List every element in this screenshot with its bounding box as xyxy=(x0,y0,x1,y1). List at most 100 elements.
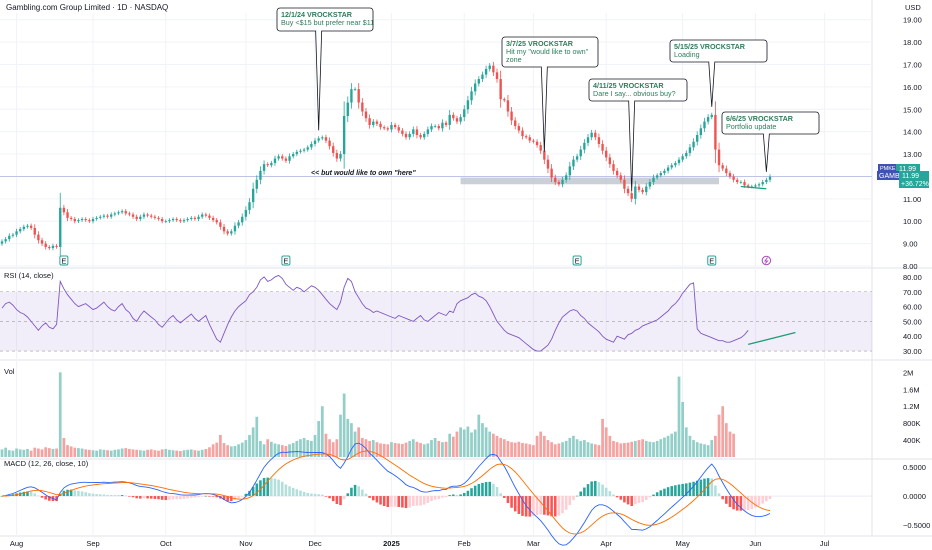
volume-bar xyxy=(138,450,142,457)
macd-histogram-bar xyxy=(422,496,426,505)
macd-histogram-bar xyxy=(488,481,492,497)
price-trendline xyxy=(740,185,767,190)
macd-histogram-bar xyxy=(33,493,37,497)
macd-histogram-bar xyxy=(604,487,608,497)
price-tick-label: 14.00 xyxy=(903,128,922,137)
volume-bar xyxy=(521,443,524,457)
candle-body xyxy=(732,176,735,180)
macd-histogram-bar xyxy=(601,484,604,497)
candle-body xyxy=(259,170,262,180)
macd-histogram-bar xyxy=(390,496,393,507)
macd-histogram-bar xyxy=(739,496,743,511)
candle-body xyxy=(594,132,597,138)
macd-histogram-bar xyxy=(328,496,331,499)
candle-body xyxy=(313,140,317,144)
candle-body xyxy=(8,235,11,240)
volume-bar xyxy=(324,433,328,457)
volume-bar xyxy=(328,439,331,457)
candle-body xyxy=(357,89,360,103)
candle-body xyxy=(564,175,568,180)
macd-histogram-bar xyxy=(437,496,441,500)
macd-histogram-bar xyxy=(594,480,597,497)
volume-bar xyxy=(466,426,470,457)
volume-bar xyxy=(568,437,572,457)
volume-bar xyxy=(87,449,91,457)
rsi-tick-label: 70.00 xyxy=(903,288,922,297)
volume-bar xyxy=(26,448,29,457)
macd-histogram-bar xyxy=(477,483,481,497)
volume-bar xyxy=(15,448,18,457)
candle-body xyxy=(211,217,215,221)
candle-body xyxy=(164,221,167,223)
candle-body xyxy=(251,188,255,203)
macd-histogram-bar xyxy=(757,496,761,506)
macd-histogram-bar xyxy=(717,493,721,497)
macd-histogram-bar xyxy=(619,496,623,500)
volume-bar xyxy=(84,449,88,457)
macd-histogram-bar xyxy=(397,496,401,507)
candle-body xyxy=(696,135,699,142)
macd-histogram-bar xyxy=(204,495,208,497)
candle-body xyxy=(4,239,7,242)
candle-body xyxy=(765,179,768,183)
macd-histogram-bar xyxy=(193,496,197,498)
volume-bar xyxy=(299,439,302,457)
volume-bar xyxy=(153,450,157,457)
volume-bar xyxy=(124,448,128,457)
volume-bar xyxy=(633,440,637,457)
candle-body xyxy=(346,102,349,116)
macd-histogram-bar xyxy=(175,496,178,500)
macd-histogram-bar xyxy=(146,496,149,499)
candle-body xyxy=(408,133,411,138)
volume-bar xyxy=(240,442,244,457)
volume-bar xyxy=(481,423,484,457)
volume-bar xyxy=(320,406,324,457)
candle-body xyxy=(601,143,604,151)
macd-histogram-bar xyxy=(710,478,714,497)
candle-body xyxy=(470,91,473,101)
candle-body xyxy=(248,202,251,211)
prefix-tag-text: PMKE xyxy=(880,166,896,172)
volume-pane[interactable]: Vol xyxy=(0,367,735,457)
volume-bar xyxy=(106,450,109,457)
volume-bar xyxy=(510,442,513,457)
dividend-marker xyxy=(761,255,772,266)
macd-histogram-bar xyxy=(415,496,419,506)
macd-histogram-bar xyxy=(208,496,211,497)
macd-histogram-bar xyxy=(677,484,681,497)
candle-body xyxy=(193,217,197,219)
macd-histogram-bar xyxy=(237,496,240,499)
macd-histogram-bar xyxy=(222,496,226,500)
candle-body xyxy=(452,114,455,119)
candle-body xyxy=(528,137,531,141)
time-tick-label: Feb xyxy=(458,539,471,548)
volume-bar xyxy=(259,440,262,457)
macd-pane[interactable]: MACD (12, 26, close, 10) xyxy=(0,442,872,546)
macd-histogram-bar xyxy=(371,496,375,501)
rsi-pane[interactable]: RSI (14, close) xyxy=(0,271,872,352)
macd-histogram-bar xyxy=(655,492,659,497)
candle-body xyxy=(40,240,44,244)
volume-bar xyxy=(557,443,561,457)
candle-body xyxy=(226,231,229,234)
volume-bar xyxy=(313,434,317,457)
macd-histogram-bar xyxy=(637,496,641,504)
candle-body xyxy=(321,137,324,139)
macd-histogram-bar xyxy=(543,496,546,515)
candle-body xyxy=(725,168,728,174)
candle-body xyxy=(401,130,404,134)
volume-bar xyxy=(692,440,695,457)
macd-histogram-bar xyxy=(626,496,630,505)
macd-histogram-bar xyxy=(117,495,120,497)
macd-histogram-bar xyxy=(524,496,528,517)
macd-histogram-bar xyxy=(291,487,295,497)
macd-tick-label: −0.5000 xyxy=(903,521,930,530)
volume-bar xyxy=(382,443,386,457)
volume-bar xyxy=(444,441,448,457)
candle-body xyxy=(539,145,542,151)
annotation-date: 6/6/25 VROCKSTAR xyxy=(726,114,794,123)
candle-body xyxy=(386,128,390,130)
macd-histogram-bar xyxy=(331,496,335,502)
